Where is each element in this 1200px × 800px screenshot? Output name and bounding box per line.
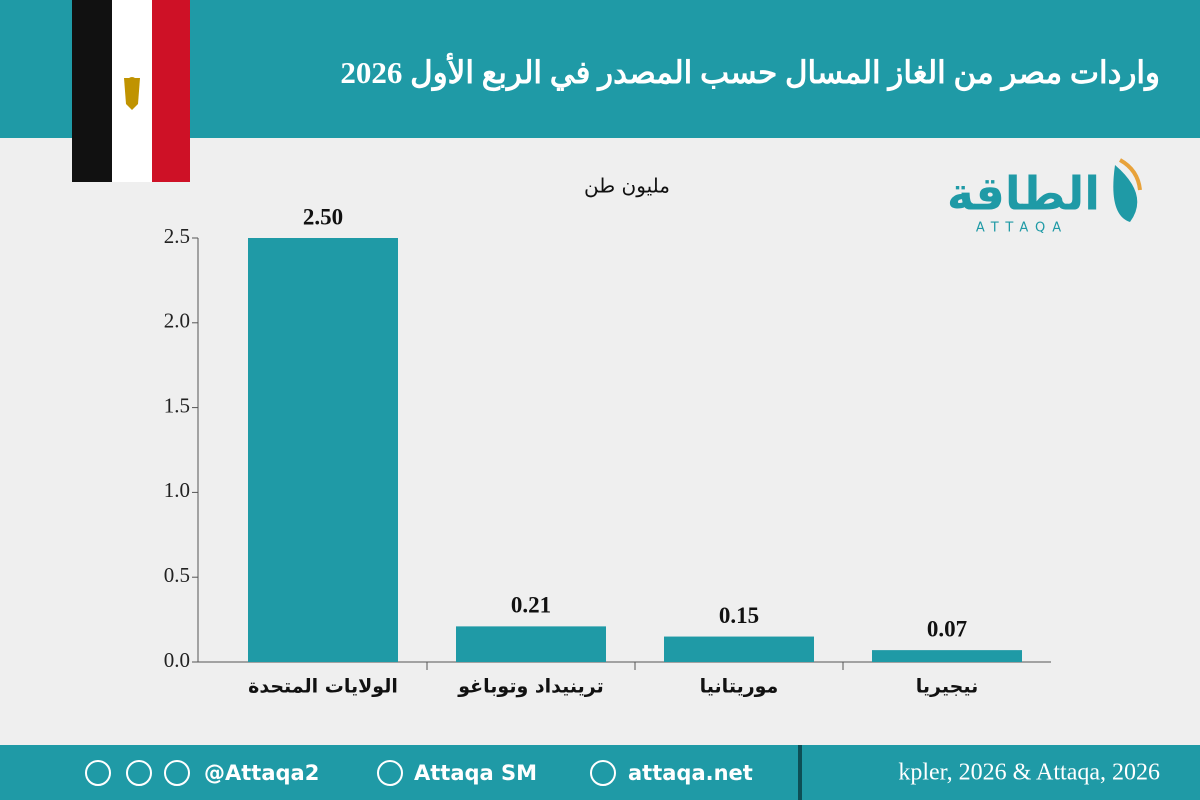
chart-title: واردات مصر من الغاز المسال حسب المصدر في…	[340, 52, 1160, 92]
logo-latin: ATTAQA	[976, 221, 1068, 236]
x-tick-label: نيجيريا	[916, 676, 978, 698]
egypt-flag	[72, 0, 190, 182]
footer-twitter: @Attaqa2	[204, 761, 319, 785]
value-label: 0.21	[511, 593, 551, 618]
footer-band	[0, 745, 1200, 800]
y-tick-label: 2.5	[164, 224, 190, 248]
bar	[456, 626, 606, 662]
logo-text: الطاقة	[947, 167, 1100, 221]
x-tick-label: موريتانيا	[700, 676, 779, 698]
y-tick-label: 1.0	[164, 478, 190, 502]
value-label: 0.07	[927, 616, 967, 641]
bar	[248, 238, 398, 662]
footer-website: attaqa.net	[628, 761, 753, 785]
x-tick-label: ترينيداد وتوباغو	[457, 676, 603, 698]
y-axis-unit: مليون طن	[584, 174, 670, 198]
footer-youtube: Attaqa SM	[414, 761, 537, 785]
social-icons	[85, 760, 616, 786]
value-label: 2.50	[303, 204, 343, 229]
x-tick-label: الولايات المتحدة	[248, 676, 398, 698]
footer-source: kpler, 2026 & Attaqa, 2026	[898, 760, 1160, 786]
bar	[664, 636, 814, 662]
y-tick-label: 0.0	[164, 648, 190, 672]
value-label: 0.15	[719, 603, 759, 628]
y-tick-label: 2.0	[164, 309, 190, 333]
footer-divider	[798, 745, 802, 800]
plot-area: 0.0 0.5 1.0 1.5 2.0 2.5 الولايات المتحدة 2.50 تر…	[164, 204, 1051, 698]
y-tick-label: 0.5	[164, 563, 190, 587]
logo: الطاقة ATTAQA	[947, 158, 1142, 236]
bar	[872, 650, 1022, 662]
header-band	[0, 0, 1200, 138]
y-tick-label: 1.5	[164, 393, 190, 417]
